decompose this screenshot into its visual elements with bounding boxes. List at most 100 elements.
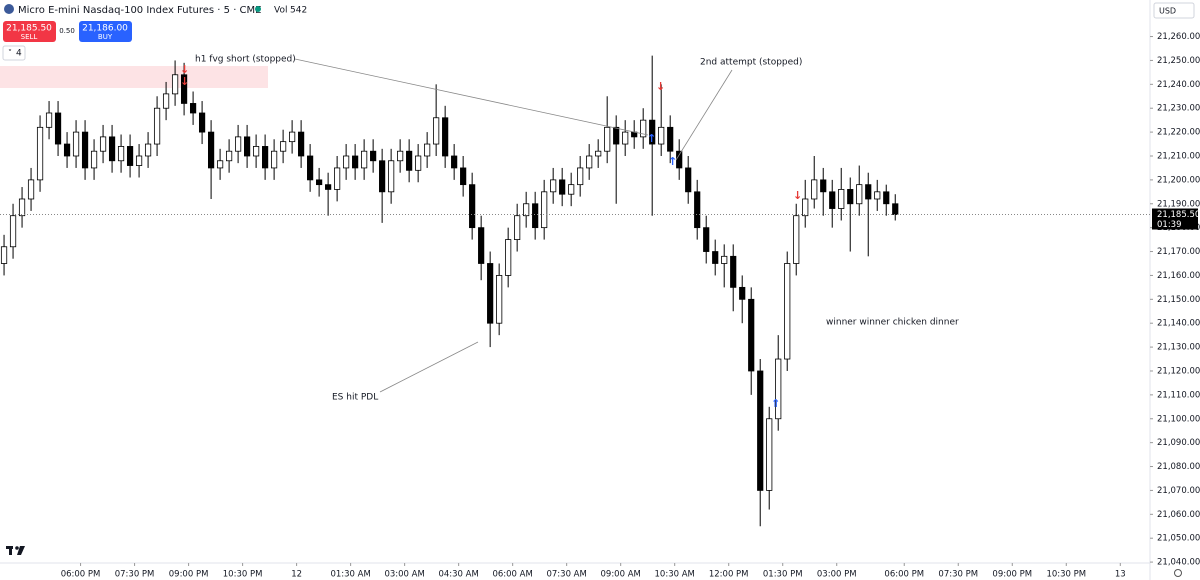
candle-body bbox=[640, 119, 647, 138]
candle-body bbox=[171, 74, 179, 95]
candle-body bbox=[189, 103, 197, 114]
indicator-toggle[interactable] bbox=[2, 45, 26, 61]
sell-price: 21,185.50 bbox=[6, 24, 52, 34]
countdown: 01:39 bbox=[1157, 220, 1182, 230]
volume-label: Vol bbox=[274, 6, 287, 16]
y-tick-label: 21,140.00 bbox=[1157, 319, 1200, 329]
candle-body bbox=[325, 184, 332, 190]
candle-body bbox=[568, 184, 575, 195]
annotation-line bbox=[379, 341, 479, 393]
candle-body bbox=[343, 155, 350, 169]
y-tick-label: 21,260.00 bbox=[1157, 32, 1200, 42]
candle-body bbox=[703, 227, 710, 252]
candle-body bbox=[352, 155, 359, 169]
candle-body bbox=[27, 179, 35, 200]
buy-arrow: ↑ bbox=[647, 132, 656, 145]
candle-body bbox=[424, 143, 431, 157]
candle-body bbox=[144, 143, 152, 157]
candle-body bbox=[712, 251, 719, 264]
tv-logo bbox=[6, 546, 25, 555]
candle-body bbox=[0, 246, 8, 264]
y-tick-label: 21,100.00 bbox=[1157, 414, 1200, 424]
flag-icon bbox=[4, 4, 14, 14]
y-tick-label: 21,090.00 bbox=[1157, 438, 1200, 448]
x-tick-label: 07:30 AM bbox=[546, 570, 586, 580]
x-tick-label: 03:00 AM bbox=[384, 570, 424, 580]
candle-body bbox=[316, 179, 323, 186]
volume-value: 542 bbox=[290, 6, 307, 16]
candle-body bbox=[298, 131, 305, 157]
settings-icon[interactable] bbox=[1174, 569, 1182, 577]
candle-body bbox=[649, 119, 656, 145]
candle-body bbox=[748, 298, 755, 372]
candle-body bbox=[676, 150, 683, 169]
y-tick-label: 21,070.00 bbox=[1157, 486, 1200, 496]
y-tick-label: 21,050.00 bbox=[1157, 534, 1200, 544]
x-tick-label: 10:30 PM bbox=[223, 570, 263, 580]
candle-body bbox=[90, 150, 98, 169]
candle-body bbox=[505, 239, 512, 276]
candle-body bbox=[397, 150, 404, 162]
x-tick-label: 13 bbox=[1115, 570, 1126, 580]
sell-button[interactable] bbox=[3, 21, 56, 42]
candle-body bbox=[487, 263, 494, 324]
candle-body bbox=[415, 155, 422, 171]
last-price-box bbox=[1152, 208, 1198, 230]
x-tick-label: 06:00 PM bbox=[884, 570, 924, 580]
candle-body bbox=[874, 191, 881, 200]
sell-label: SELL bbox=[21, 33, 38, 41]
y-tick-label: 21,240.00 bbox=[1157, 80, 1200, 90]
candle-body bbox=[478, 227, 485, 264]
annotation: winner winner chicken dinner bbox=[826, 318, 959, 328]
candle-body bbox=[685, 167, 692, 193]
chevron: ˅ bbox=[8, 49, 12, 58]
y-tick-label: 21,250.00 bbox=[1157, 56, 1200, 66]
candle-body bbox=[532, 203, 539, 229]
candle-body bbox=[829, 191, 836, 209]
x-tick-label: 06:00 PM bbox=[61, 570, 101, 580]
candle-body bbox=[739, 286, 746, 300]
y-tick-label: 21,220.00 bbox=[1157, 128, 1200, 138]
candle-body bbox=[379, 160, 386, 193]
candle-body bbox=[730, 255, 737, 288]
candle-body bbox=[514, 215, 521, 240]
candle-body bbox=[271, 150, 278, 169]
candle-body bbox=[334, 167, 341, 190]
y-tick-label: 21,160.00 bbox=[1157, 271, 1200, 281]
candle-body bbox=[613, 126, 620, 145]
y-tick-label: 21,110.00 bbox=[1157, 390, 1200, 400]
candle-body bbox=[162, 93, 170, 109]
candle-body bbox=[892, 203, 899, 215]
buy-button[interactable] bbox=[79, 21, 132, 42]
y-tick-label: 21,210.00 bbox=[1157, 151, 1200, 161]
candle-body bbox=[180, 74, 188, 104]
candle-body bbox=[370, 150, 377, 162]
x-tick-label: 07:30 PM bbox=[938, 570, 978, 580]
candle-body bbox=[207, 131, 215, 169]
y-tick-label: 21,150.00 bbox=[1157, 295, 1200, 305]
y-tick-label: 21,170.00 bbox=[1157, 247, 1200, 257]
candle-body bbox=[36, 126, 44, 181]
candle-body bbox=[54, 112, 62, 145]
annotation: 2nd attempt (stopped) bbox=[700, 58, 802, 68]
candle-body bbox=[586, 155, 593, 169]
x-tick-label: 12:00 PM bbox=[709, 570, 749, 580]
indicator-count: 4 bbox=[16, 49, 22, 59]
candle-body bbox=[63, 143, 71, 157]
symbol-title: Micro E-mini Nasdaq-100 Index Futures · … bbox=[18, 5, 261, 16]
last-price-label: 21,185.50 bbox=[1157, 210, 1200, 220]
y-tick-label: 21,200.00 bbox=[1157, 175, 1200, 185]
candle-body bbox=[153, 107, 161, 145]
candle-body bbox=[811, 179, 818, 200]
y-tick-label: 21,130.00 bbox=[1157, 343, 1200, 353]
currency-button[interactable] bbox=[1153, 2, 1195, 19]
sell-arrow: ↓ bbox=[656, 80, 665, 93]
currency: USD bbox=[1159, 7, 1176, 16]
candle-body bbox=[559, 179, 566, 195]
candle-body bbox=[280, 141, 287, 152]
candle-body bbox=[198, 112, 206, 133]
annotation-line bbox=[675, 69, 733, 161]
candle-body bbox=[523, 203, 530, 217]
candle-body bbox=[81, 131, 89, 169]
candle-body bbox=[18, 198, 26, 217]
